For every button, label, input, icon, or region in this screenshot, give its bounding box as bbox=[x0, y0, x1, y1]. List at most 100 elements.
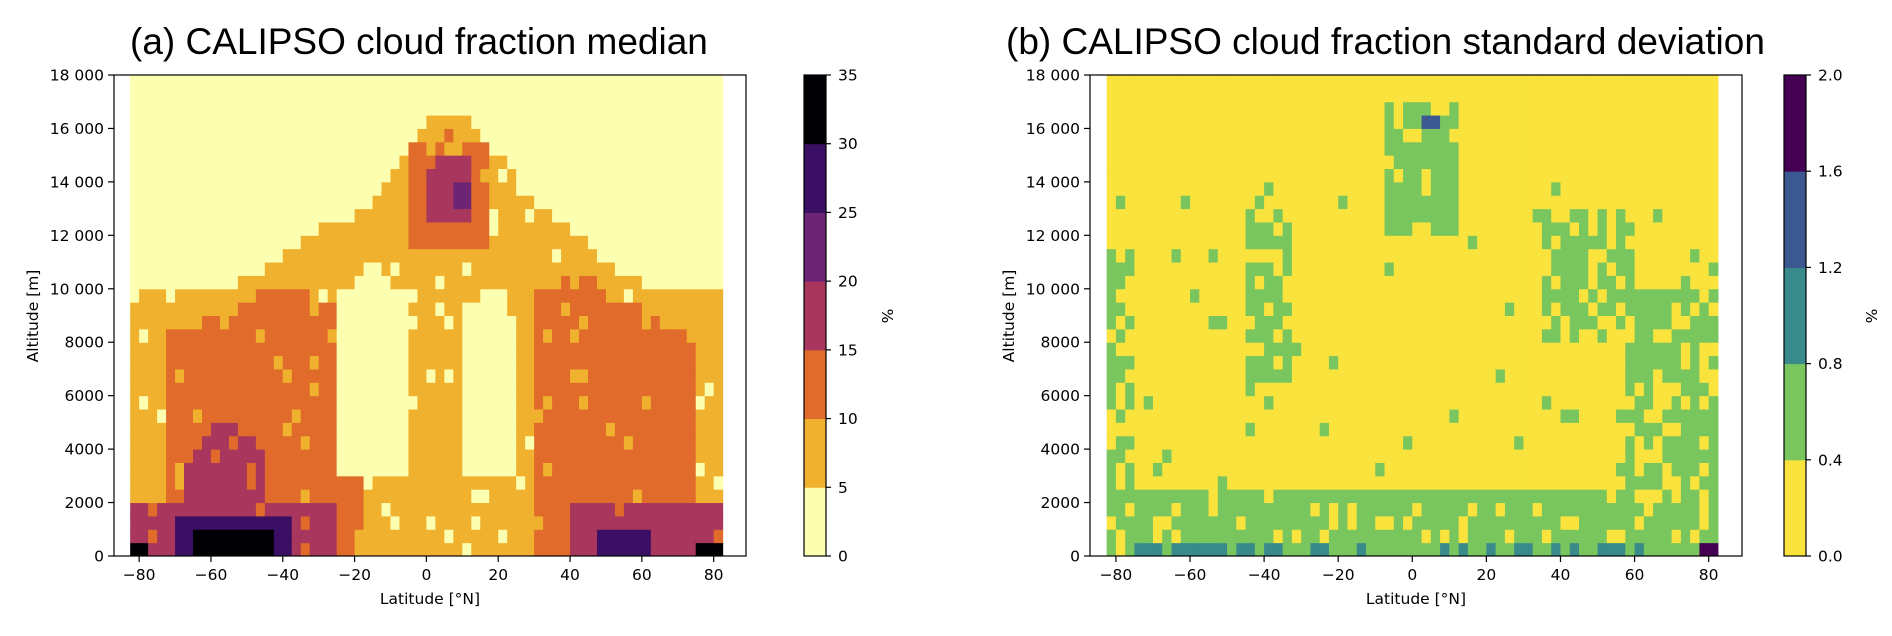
heatmap-cell bbox=[184, 382, 194, 397]
heatmap-cell bbox=[273, 115, 284, 129]
heatmap-cell bbox=[605, 409, 616, 423]
heatmap-cell bbox=[381, 288, 391, 303]
heatmap-cell bbox=[579, 475, 589, 490]
heatmap-cell bbox=[336, 155, 347, 170]
heatmap-cell bbox=[480, 155, 490, 170]
heatmap-cell bbox=[354, 75, 365, 89]
heatmap-cell bbox=[1171, 302, 1182, 316]
heatmap-cell bbox=[1338, 128, 1348, 143]
heatmap-cell bbox=[1254, 462, 1265, 477]
heatmap-cell bbox=[695, 368, 706, 383]
heatmap-cell bbox=[1523, 88, 1534, 103]
heatmap-cell bbox=[1227, 195, 1237, 210]
heatmap-cell bbox=[1690, 489, 1700, 504]
heatmap-cell bbox=[453, 409, 463, 423]
heatmap-cell bbox=[390, 262, 400, 276]
heatmap-cell bbox=[139, 235, 149, 250]
heatmap-cell bbox=[1134, 115, 1145, 129]
heatmap-cell bbox=[1190, 195, 1200, 210]
heatmap-cell bbox=[1486, 475, 1497, 490]
heatmap-cell bbox=[363, 101, 374, 116]
heatmap-cell bbox=[390, 208, 400, 223]
heatmap-cell bbox=[1125, 115, 1135, 129]
heatmap-cell bbox=[1532, 475, 1543, 490]
heatmap-cell bbox=[1403, 208, 1413, 223]
heatmap-cell bbox=[1152, 368, 1163, 383]
heatmap-cell bbox=[1486, 208, 1497, 223]
heatmap-cell bbox=[1319, 168, 1330, 183]
heatmap-cell bbox=[1625, 368, 1636, 383]
heatmap-cell bbox=[516, 462, 526, 477]
heatmap-cell bbox=[1134, 275, 1145, 290]
heatmap-cell bbox=[1180, 489, 1191, 504]
heatmap-cell bbox=[453, 248, 463, 263]
heatmap-cell bbox=[1440, 449, 1450, 463]
heatmap-cell bbox=[1319, 275, 1330, 290]
heatmap-cell bbox=[471, 221, 481, 236]
heatmap-cell bbox=[1588, 101, 1599, 116]
heatmap-cell bbox=[372, 235, 383, 250]
heatmap-cell bbox=[1597, 302, 1608, 316]
heatmap-cell bbox=[1708, 475, 1719, 490]
heatmap-cell bbox=[1190, 208, 1200, 223]
heatmap-cell bbox=[1291, 502, 1302, 517]
heatmap-cell bbox=[1338, 101, 1348, 116]
heatmap-cell bbox=[237, 355, 248, 370]
heatmap-cell bbox=[1375, 288, 1386, 303]
heatmap-cell bbox=[237, 368, 248, 383]
heatmap-cell bbox=[632, 449, 643, 463]
heatmap-cell bbox=[1106, 355, 1117, 370]
heatmap-cell bbox=[1477, 342, 1487, 357]
heatmap-cell bbox=[605, 515, 616, 530]
heatmap-cell bbox=[659, 382, 670, 397]
heatmap-cell bbox=[650, 275, 661, 290]
heatmap-cell bbox=[686, 529, 697, 544]
heatmap-cell bbox=[184, 342, 194, 357]
heatmap-cell bbox=[1412, 195, 1423, 210]
heatmap-cell bbox=[1125, 395, 1135, 410]
heatmap-cell bbox=[1486, 141, 1497, 156]
heatmap-cell bbox=[219, 181, 230, 196]
heatmap-cell bbox=[246, 235, 257, 250]
heatmap-cell bbox=[1180, 302, 1191, 316]
heatmap-cell bbox=[318, 88, 329, 103]
heatmap-cell bbox=[632, 529, 643, 544]
heatmap-cell bbox=[184, 315, 194, 330]
heatmap-cell bbox=[1190, 382, 1200, 397]
heatmap-cell bbox=[130, 435, 140, 450]
heatmap-cell bbox=[417, 489, 427, 504]
heatmap-cell bbox=[354, 422, 365, 437]
heatmap-cell bbox=[193, 422, 203, 437]
heatmap-cell bbox=[1217, 462, 1228, 477]
heatmap-cell bbox=[1356, 262, 1367, 276]
heatmap-cell bbox=[1162, 449, 1172, 463]
heatmap-cell bbox=[1504, 141, 1515, 156]
heatmap-cell bbox=[1440, 542, 1450, 557]
heatmap-cell bbox=[1625, 75, 1636, 89]
heatmap-cell bbox=[309, 75, 320, 89]
heatmap-cell bbox=[579, 422, 589, 437]
heatmap-cell bbox=[695, 88, 706, 103]
heatmap-cell bbox=[614, 275, 625, 290]
heatmap-cell bbox=[1217, 315, 1228, 330]
heatmap-cell bbox=[489, 449, 499, 463]
heatmap-cell bbox=[282, 368, 293, 383]
heatmap-cell bbox=[1671, 168, 1682, 183]
heatmap-cell bbox=[1190, 168, 1200, 183]
heatmap-cell bbox=[1588, 502, 1599, 517]
heatmap-cell bbox=[1347, 542, 1358, 557]
heatmap-cell bbox=[1180, 435, 1191, 450]
heatmap-cell bbox=[1180, 395, 1191, 410]
heatmap-cell bbox=[1569, 368, 1580, 383]
heatmap-cell bbox=[480, 141, 490, 156]
heatmap-cell bbox=[588, 489, 598, 504]
heatmap-cell bbox=[435, 368, 445, 383]
heatmap-cell bbox=[1634, 475, 1645, 490]
heatmap-cell bbox=[309, 542, 320, 557]
heatmap-cell bbox=[354, 181, 365, 196]
heatmap-cell bbox=[282, 235, 293, 250]
heatmap-cell bbox=[614, 515, 625, 530]
heatmap-cell bbox=[471, 342, 481, 357]
heatmap-cell bbox=[363, 355, 374, 370]
heatmap-cell bbox=[210, 355, 221, 370]
